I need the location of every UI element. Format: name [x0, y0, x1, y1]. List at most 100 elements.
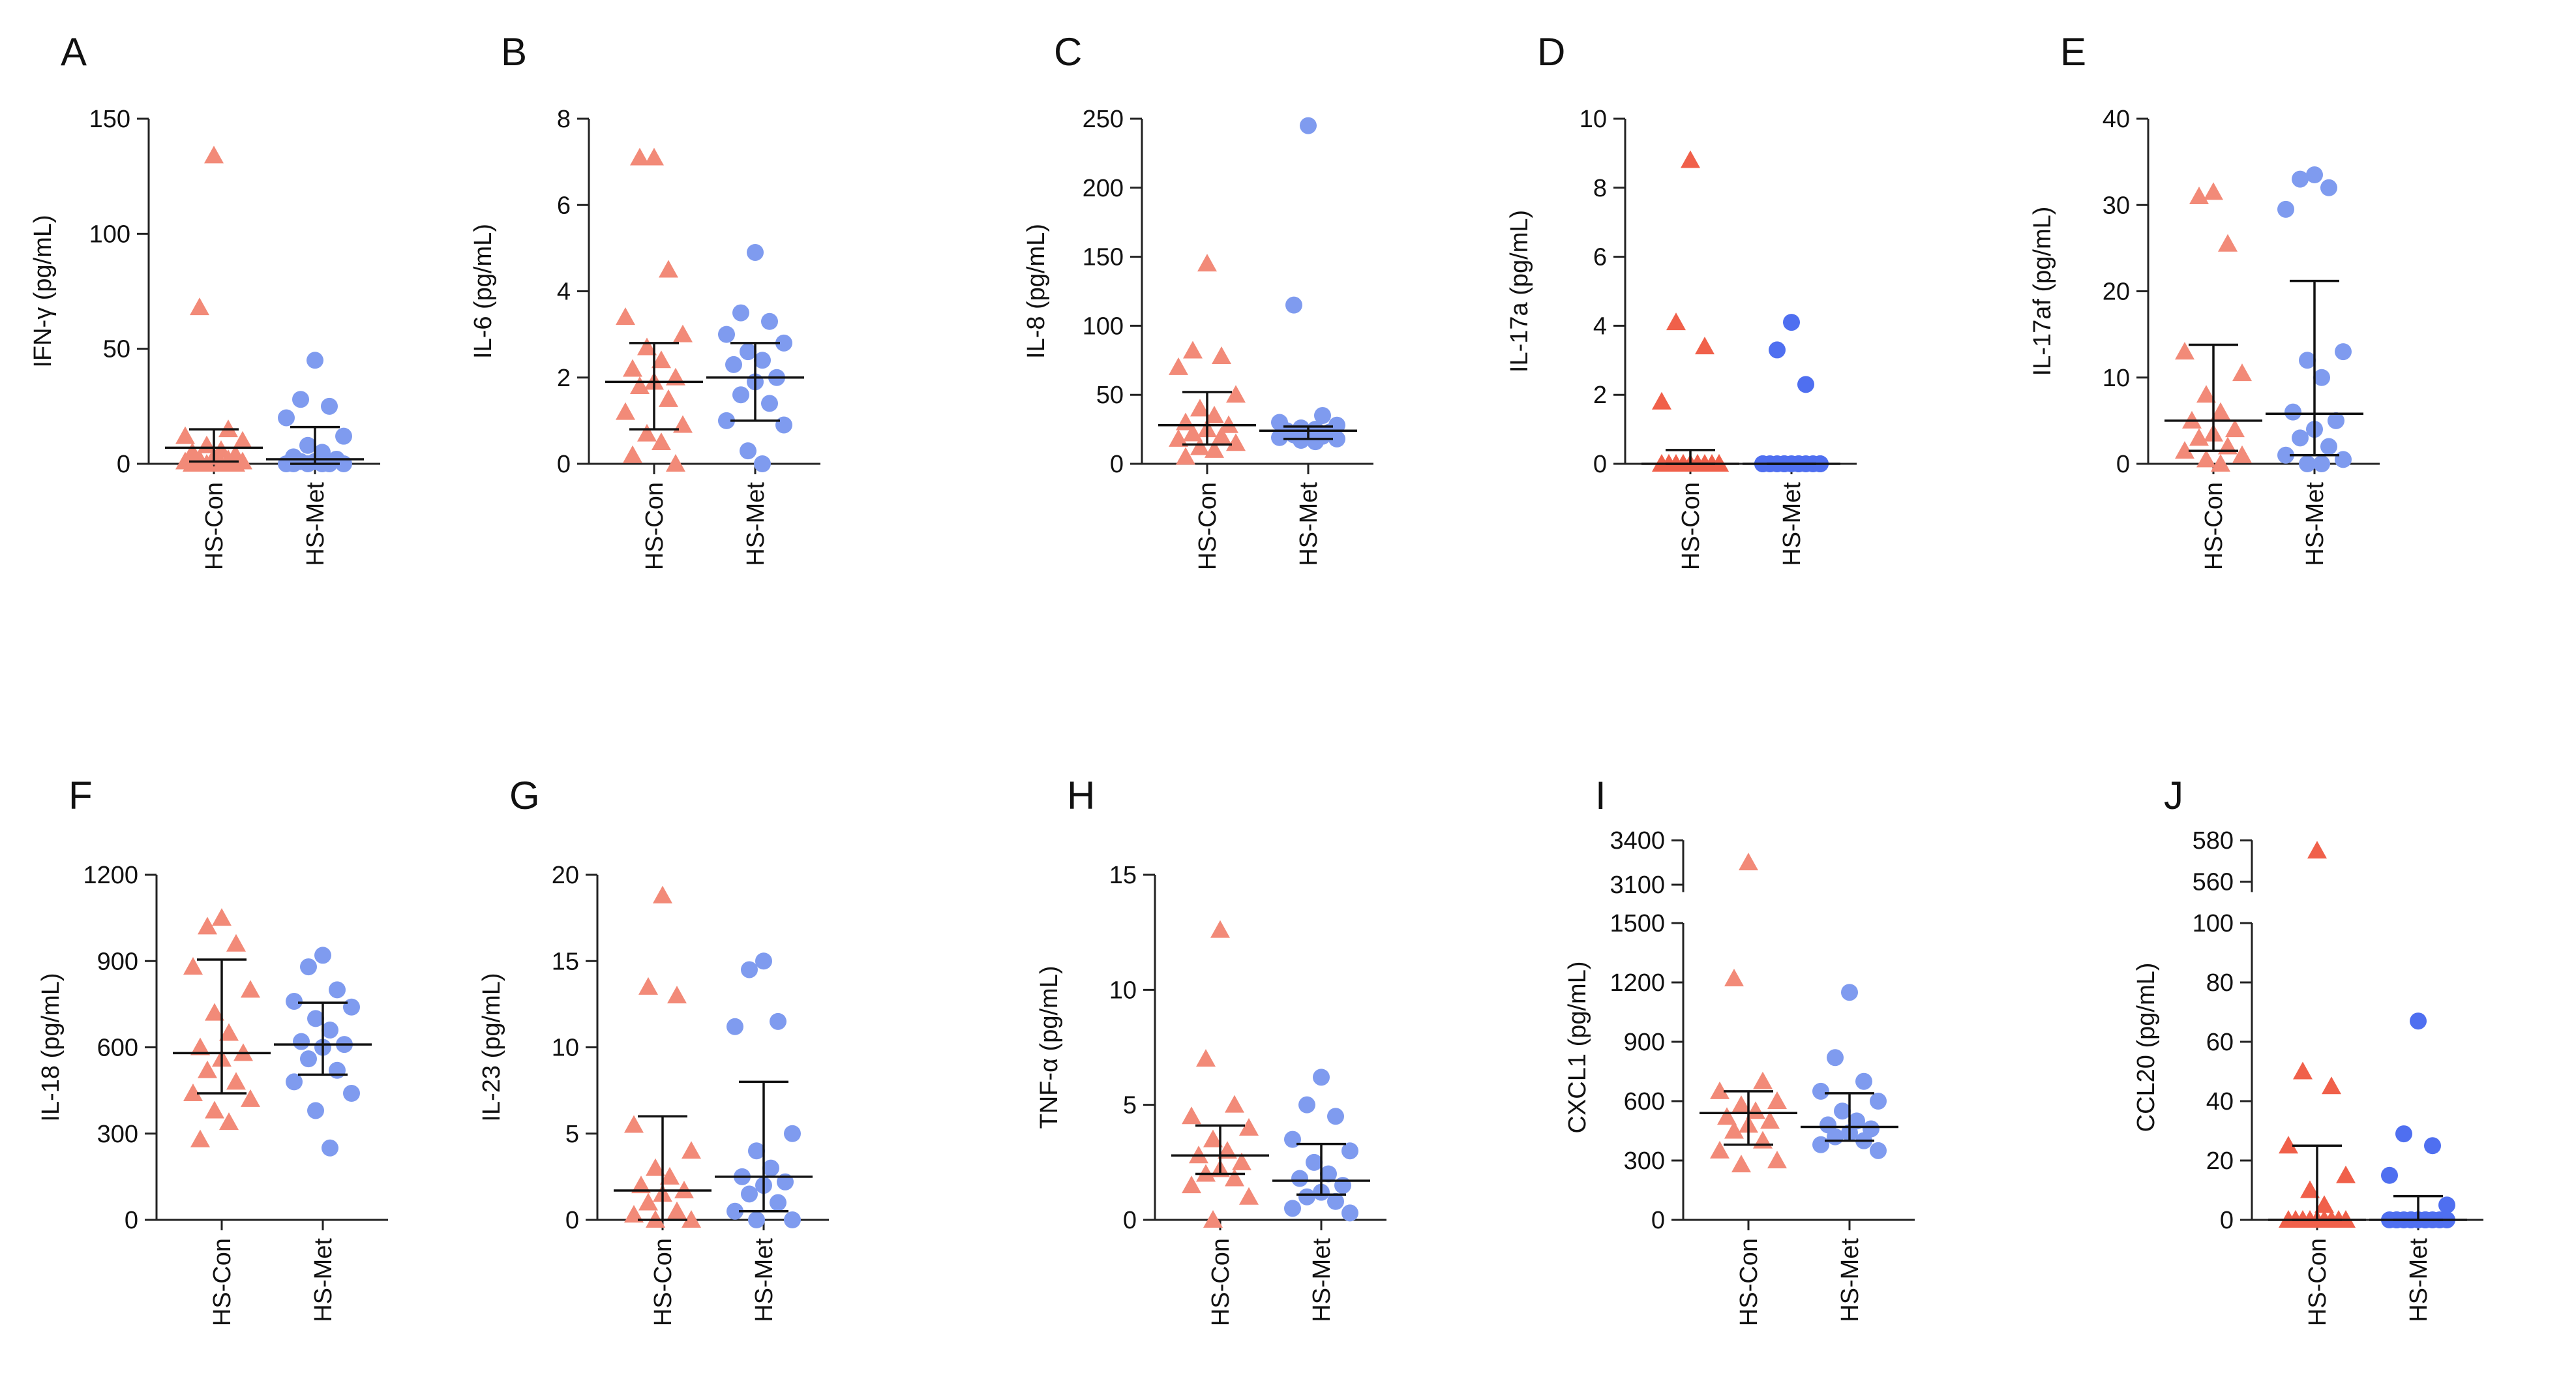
data-point [726, 1202, 743, 1220]
data-point [2410, 1012, 2427, 1030]
panel-letter: E [2060, 30, 2086, 74]
y-tick-label: 10 [1580, 106, 1607, 133]
y-tick-label: 2 [557, 365, 571, 392]
data-point [307, 352, 323, 369]
data-point [300, 1050, 317, 1068]
data-point [1783, 314, 1800, 331]
panel-letter: F [68, 774, 93, 817]
x-tick-label: HS-Met [1308, 1238, 1336, 1322]
data-point [747, 243, 764, 261]
data-point [775, 416, 792, 434]
data-point [623, 445, 642, 463]
x-tick-label: HS-Met [751, 1238, 778, 1322]
y-tick-label: 0 [125, 1207, 138, 1234]
y-tick-label: 20 [2103, 279, 2130, 306]
y-tick-label: 1200 [83, 862, 138, 889]
y-tick-label: 100 [89, 220, 130, 248]
data-point [762, 1159, 779, 1177]
data-point [630, 376, 650, 394]
data-point [1812, 1082, 1829, 1100]
data-point [1205, 440, 1224, 458]
data-point [1746, 1101, 1765, 1119]
data-point [1226, 433, 1246, 451]
data-point [2277, 446, 2294, 464]
y-tick-label: 4 [1593, 312, 1607, 340]
data-point [1284, 1200, 1301, 1217]
data-point [175, 426, 195, 444]
panel-letter: I [1595, 774, 1606, 817]
data-point [1306, 1153, 1323, 1171]
y-tick-label: 3400 [1610, 827, 1665, 855]
data-point [1767, 1151, 1787, 1169]
panel: D IL-17a (pg/mL) 0 2 4 6 8 10 HS-Con HS-Met [1506, 30, 1857, 570]
data-point [1203, 1210, 1223, 1228]
iqr-bar [629, 342, 679, 431]
data-point [1285, 296, 1302, 314]
data-point [775, 334, 792, 352]
y-tick-label: 300 [1624, 1147, 1665, 1175]
data-point [637, 337, 657, 356]
data-point [2293, 1061, 2313, 1080]
iqr-bar [189, 428, 239, 463]
x-tick-label: HS-Con [2304, 1238, 2331, 1326]
y-tick-label: 6 [557, 192, 571, 219]
data-point [2277, 200, 2294, 218]
data-point [1298, 1188, 1315, 1206]
data-point [748, 1142, 765, 1160]
data-point [630, 147, 650, 166]
iqr-bar [197, 958, 247, 1095]
data-point [1797, 376, 1814, 393]
data-point [1226, 385, 1246, 403]
data-point [1307, 433, 1324, 451]
data-point [2211, 454, 2230, 472]
panel-letter: C [1054, 30, 1082, 74]
data-point [681, 1141, 701, 1159]
y-tick-label: 20 [2206, 1147, 2234, 1175]
data-point [2300, 1180, 2320, 1198]
iqr-bar [739, 1080, 788, 1213]
data-point [1328, 430, 1345, 448]
data-point [233, 431, 252, 449]
data-point [638, 977, 658, 995]
data-point [2196, 449, 2216, 468]
y-tick-label: 50 [103, 336, 130, 363]
iqr-bar [730, 342, 780, 422]
data-point [726, 1018, 743, 1035]
data-point [631, 1176, 651, 1194]
data-point [198, 917, 217, 935]
data-point [2225, 419, 2245, 438]
data-point [1739, 853, 1758, 871]
data-point [732, 386, 749, 404]
data-point [1271, 429, 1288, 446]
y-tick-label: 10 [552, 1035, 579, 1062]
x-tick-label: HS-Con [650, 1238, 677, 1326]
data-point [667, 1201, 687, 1219]
iqr-bar [290, 425, 340, 465]
y-axis-label: CXCL1 (pg/mL) [1564, 962, 1591, 1134]
y-tick-label: 10 [2103, 365, 2130, 392]
y-tick-label: 8 [557, 106, 571, 133]
data-point [226, 933, 246, 952]
data-point [1334, 1177, 1351, 1194]
data-point [1320, 1165, 1337, 1183]
data-point [1196, 1049, 1216, 1067]
y-axis-label: IFN-γ (pg/mL) [29, 215, 57, 367]
data-point [718, 412, 735, 429]
data-point [2313, 455, 2330, 472]
x-tick-label: HS-Met [2301, 482, 2329, 566]
data-point [646, 1158, 665, 1176]
data-point [1652, 391, 1671, 410]
data-point [637, 423, 657, 442]
y-axis-label: IL-8 (pg/mL) [1023, 224, 1050, 359]
y-tick-label: 5 [1123, 1092, 1137, 1119]
y-tick-label: 0 [1651, 1207, 1665, 1234]
y-tick-label: 150 [1083, 244, 1124, 271]
data-point [1769, 341, 1786, 359]
panel-letter: B [501, 30, 527, 74]
x-tick-label: HS-Con [1677, 482, 1705, 570]
data-point [2175, 342, 2194, 360]
data-point [2204, 182, 2223, 200]
iqr-bar [2189, 343, 2238, 452]
data-point [740, 442, 756, 460]
data-point [299, 436, 316, 454]
